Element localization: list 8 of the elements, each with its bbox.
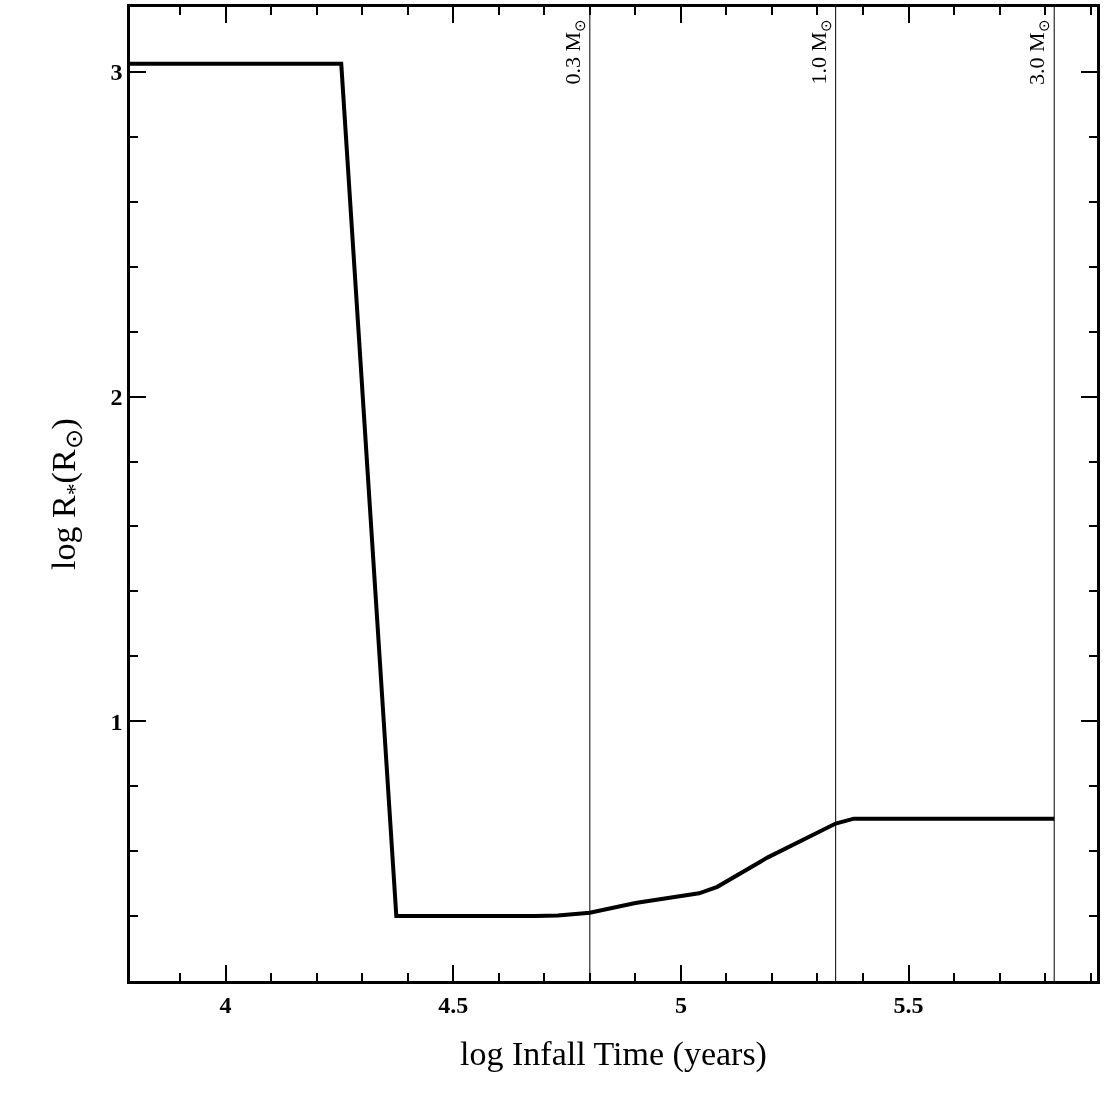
x-tick-label: 5 (674, 991, 687, 1018)
y-tick-label: 1 (110, 708, 123, 735)
y-tick-label: 2 (110, 384, 123, 410)
y-tick-label: 3 (110, 59, 123, 86)
x-axis-title: log Infall Time (years) (460, 1034, 767, 1073)
x-tick-label: 4 (219, 991, 232, 1018)
x-tick-label: 5.5 (893, 991, 924, 1018)
x-tick-label: 4.5 (438, 991, 469, 1018)
